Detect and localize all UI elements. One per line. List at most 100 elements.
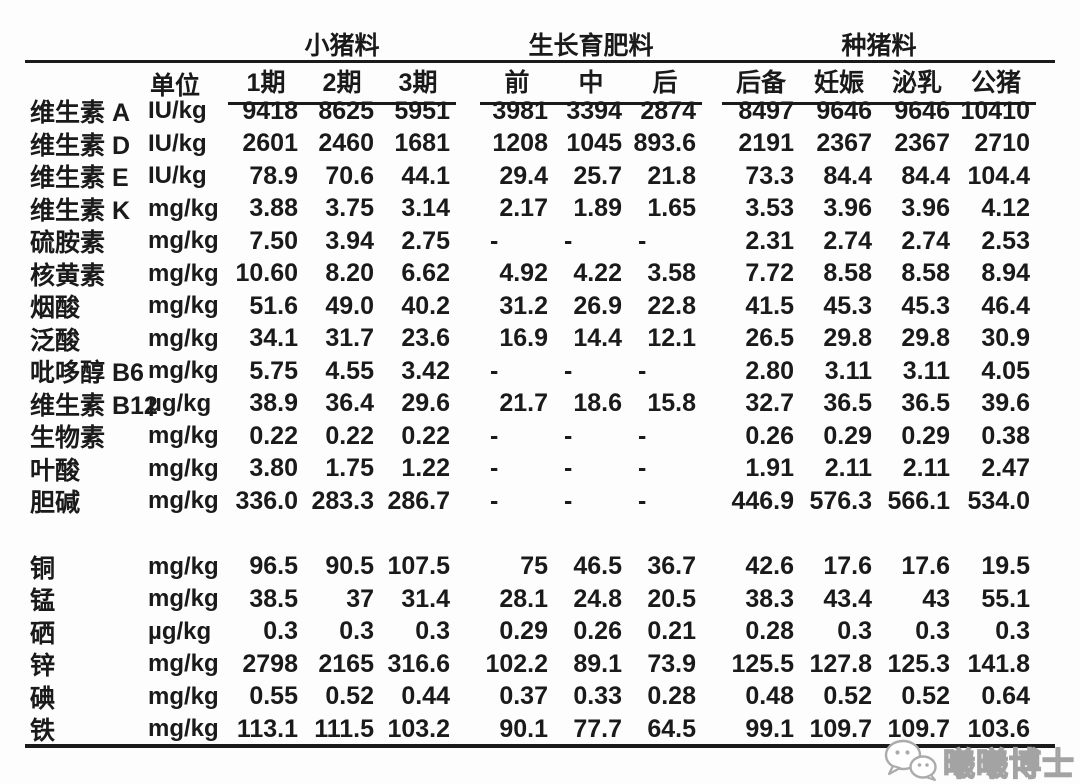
value-cell: 2.74 — [901, 226, 950, 255]
value-cell: 29.8 — [823, 324, 872, 352]
value-cell: 2191 — [738, 129, 794, 157]
table-row: 维生素 A IU/kg 9418 8625 5951 3981 3394 2874 8497 96… — [28, 93, 1080, 128]
value-cell: 12.1 — [647, 324, 696, 352]
value-cell: - — [564, 356, 573, 385]
value-cell: 16.9 — [499, 324, 548, 352]
value-cell: 1.65 — [647, 194, 696, 222]
row-unit: mg/kg — [148, 650, 219, 677]
value-cell: 107.5 — [387, 552, 450, 580]
column-gap — [702, 614, 722, 650]
value-cell: 125.5 — [731, 649, 794, 678]
row-label: 铜 — [30, 554, 56, 583]
value-cell: 0.3 — [339, 617, 374, 645]
value-cell: 0.26 — [573, 617, 622, 645]
value-cell: 2.74 — [823, 226, 872, 255]
col-header-phase2: 2期 — [304, 63, 380, 105]
column-gap — [456, 321, 480, 357]
table-row: 生物素 mg/kg 0.22 0.22 0.22 - - - 0.26 0.29 0.29 0.38 — [28, 418, 1080, 454]
value-cell: 4.92 — [499, 259, 548, 287]
col-header-gestation: 妊娠 — [800, 63, 878, 105]
column-gap — [702, 451, 722, 487]
row-unit: mg/kg — [148, 227, 219, 254]
value-cell: - — [638, 486, 647, 515]
row-unit: mg/kg — [148, 324, 219, 352]
row-unit: mg/kg — [148, 454, 219, 482]
col-header-gilt: 后备 — [722, 63, 800, 105]
value-cell: - — [490, 226, 499, 255]
value-cell: 0.22 — [401, 421, 450, 450]
value-cell: 4.05 — [981, 356, 1030, 385]
column-gap — [456, 158, 480, 194]
table-row: 铁 mg/kg 113.1 111.5 103.2 90.1 77.7 64.5 99.1 109… — [28, 711, 1080, 747]
column-gap — [456, 549, 480, 585]
value-cell: 21.7 — [499, 389, 548, 417]
column-gap — [456, 614, 480, 650]
value-cell: 2798 — [242, 649, 298, 678]
column-gap — [456, 711, 480, 747]
value-cell: 103.2 — [387, 714, 450, 743]
value-cell: 9646 — [894, 96, 950, 125]
value-cell: 0.21 — [647, 617, 696, 645]
table-row: 维生素 D IU/kg 2601 2460 1681 1208 1045 893.6 2191 2… — [28, 126, 1080, 160]
value-cell: 17.6 — [823, 552, 872, 580]
row-unit: mg/kg — [148, 585, 219, 612]
row-label: 烟酸 — [30, 294, 81, 322]
value-cell: 0.55 — [249, 682, 298, 710]
value-cell: 89.1 — [573, 649, 622, 678]
value-cell: 36.5 — [823, 389, 872, 417]
column-gap — [456, 451, 480, 487]
column-gap — [702, 223, 722, 259]
table-row: 维生素 K mg/kg 3.88 3.75 3.14 2.17 1.89 1.65 3.53 3.… — [28, 191, 1080, 225]
value-cell: 18.6 — [573, 389, 622, 417]
column-gap — [702, 679, 722, 715]
value-cell: 2.53 — [981, 226, 1030, 255]
value-cell: 3.75 — [325, 194, 374, 222]
value-cell: 103.6 — [967, 714, 1030, 743]
column-gap — [702, 353, 722, 389]
column-gap — [702, 418, 722, 454]
row-unit: IU/kg — [148, 162, 207, 189]
value-cell: - — [638, 454, 647, 482]
row-unit: mg/kg — [148, 487, 219, 514]
value-cell: 9646 — [816, 96, 872, 125]
value-cell: 31.4 — [401, 584, 450, 613]
value-cell: 0.29 — [901, 421, 950, 450]
column-gap — [456, 288, 480, 324]
row-label: 胆碱 — [30, 489, 81, 517]
value-cell: 5.75 — [249, 356, 298, 385]
table-row: 铜 mg/kg 96.5 90.5 107.5 75 46.5 36.7 42.6 17.6 17.… — [28, 549, 1080, 585]
col-header-phase3: 3期 — [380, 63, 456, 105]
row-unit: mg/kg — [148, 715, 219, 742]
value-cell: 8625 — [318, 96, 374, 125]
value-cell: 8497 — [738, 96, 794, 125]
value-cell: 1.91 — [745, 454, 794, 482]
value-cell: 1681 — [394, 129, 450, 157]
value-cell: 6.62 — [401, 259, 450, 287]
value-cell: 3.80 — [249, 454, 298, 482]
value-cell: - — [490, 421, 499, 450]
value-cell: 25.7 — [573, 161, 622, 190]
section-spacer — [0, 516, 1080, 549]
value-cell: 127.8 — [809, 649, 872, 678]
value-cell: 28.1 — [499, 584, 548, 613]
group-header-row: 小猪料 生长育肥料 种猪料 — [28, 26, 1080, 60]
value-cell: 5951 — [394, 96, 450, 125]
value-cell: 0.22 — [325, 421, 374, 450]
value-cell: 0.3 — [837, 617, 872, 645]
value-cell: 1.89 — [573, 194, 622, 222]
value-cell: 2.17 — [499, 194, 548, 222]
value-cell: 90.1 — [499, 714, 548, 743]
value-cell: 9418 — [242, 96, 298, 125]
value-cell: 3.96 — [901, 194, 950, 222]
table-row: 吡哆醇 B6 mg/kg 5.75 4.55 3.42 - - - 2.80 3.11 3.11 4.… — [28, 353, 1080, 389]
column-gap — [702, 321, 722, 357]
unit-column-header: 单位 — [150, 72, 201, 100]
value-cell: 73.3 — [745, 161, 794, 190]
value-cell: 3.58 — [647, 259, 696, 287]
row-label: 硒 — [30, 619, 56, 648]
value-cell: 113.1 — [236, 714, 298, 743]
header-spacer — [28, 26, 228, 62]
value-cell: 2.11 — [902, 454, 950, 482]
value-cell: 3981 — [492, 96, 548, 125]
